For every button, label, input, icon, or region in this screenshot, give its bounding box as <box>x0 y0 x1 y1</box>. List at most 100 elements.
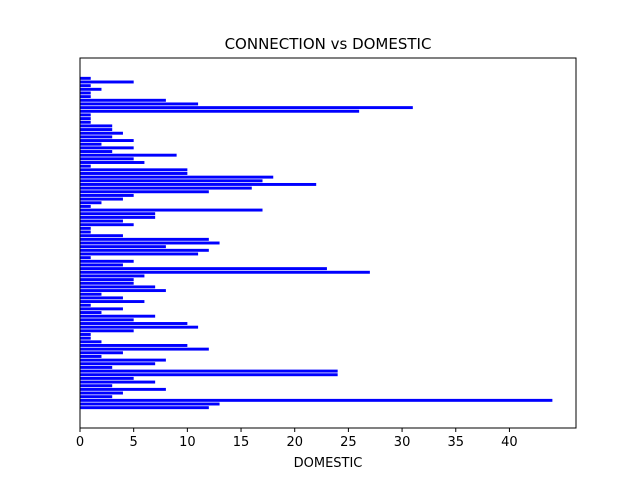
bar <box>80 161 145 164</box>
bar <box>80 135 113 139</box>
bar <box>80 325 199 329</box>
x-tick-label: 15 <box>233 435 250 450</box>
bar <box>80 358 166 362</box>
bar <box>80 106 413 110</box>
bar <box>80 329 134 333</box>
bar <box>80 296 123 300</box>
bar <box>80 98 166 102</box>
bar <box>80 252 199 256</box>
bar <box>80 186 252 190</box>
bar <box>80 311 102 314</box>
bar <box>80 95 91 99</box>
bar <box>80 406 209 410</box>
bar <box>80 197 123 201</box>
bar <box>80 281 134 285</box>
bar <box>80 237 209 241</box>
bar <box>80 212 156 216</box>
bar <box>80 365 113 369</box>
bar <box>80 263 123 267</box>
bar <box>80 182 317 186</box>
bar <box>80 179 263 183</box>
bar <box>80 128 113 132</box>
bar <box>80 391 123 395</box>
bar <box>80 395 113 399</box>
bar <box>80 336 91 340</box>
plot-frame <box>79 57 577 429</box>
bar <box>80 380 156 384</box>
bar <box>80 303 91 307</box>
bar <box>80 84 91 88</box>
chart-title: CONNECTION vs DOMESTIC <box>225 35 432 53</box>
bar <box>80 226 91 230</box>
bar <box>80 292 102 296</box>
bar <box>80 259 134 263</box>
x-tick-label: 25 <box>340 435 357 450</box>
bar <box>80 215 156 219</box>
bar <box>80 139 134 143</box>
bar <box>80 80 134 84</box>
bar <box>80 340 102 344</box>
bar <box>80 146 134 150</box>
bar <box>80 300 145 304</box>
x-tick-label: 20 <box>286 435 303 450</box>
bar <box>80 322 188 325</box>
bar <box>80 131 123 135</box>
bar <box>80 248 209 252</box>
bar <box>80 402 220 406</box>
bar <box>80 204 91 208</box>
bar <box>80 274 145 278</box>
bar <box>80 172 188 175</box>
bar <box>80 190 209 194</box>
bar <box>80 164 91 168</box>
bar <box>80 373 338 377</box>
x-tick-label: 5 <box>130 435 138 450</box>
x-tick-label: 40 <box>501 435 518 450</box>
bar <box>80 142 102 146</box>
bar <box>80 150 113 153</box>
bar <box>80 234 123 238</box>
x-tick-label: 30 <box>394 435 411 450</box>
bar <box>80 245 166 249</box>
bar <box>80 314 156 318</box>
bar <box>80 201 102 205</box>
bar <box>80 193 134 197</box>
bar <box>80 384 113 388</box>
bar <box>80 285 156 289</box>
bar <box>80 175 274 179</box>
bar <box>80 369 338 373</box>
bar <box>80 208 263 212</box>
bar <box>80 398 553 402</box>
x-tick-label: 35 <box>447 435 464 450</box>
bar <box>80 318 134 322</box>
bar <box>80 102 199 106</box>
bar <box>80 113 91 117</box>
bar <box>80 354 102 358</box>
bar <box>80 307 123 311</box>
bar <box>80 157 134 161</box>
bar <box>80 91 91 95</box>
bar <box>80 343 188 347</box>
bar <box>80 351 123 355</box>
bar <box>80 223 134 227</box>
x-tick-label: 0 <box>76 435 84 450</box>
bar <box>80 120 91 124</box>
bar <box>80 376 134 380</box>
bar <box>80 333 91 336</box>
bar <box>80 230 91 234</box>
bar <box>80 117 91 121</box>
x-axis-label: DOMESTIC <box>294 456 363 471</box>
bar <box>80 87 102 91</box>
bar <box>80 109 360 113</box>
bar <box>80 168 188 172</box>
bar <box>80 289 166 293</box>
bar <box>80 270 370 274</box>
x-tick-label: 10 <box>179 435 196 450</box>
bar <box>80 387 166 391</box>
bar <box>80 76 91 80</box>
bar <box>80 362 156 366</box>
bar <box>80 219 123 223</box>
bar <box>80 241 220 245</box>
bar <box>80 278 134 282</box>
bar <box>80 256 91 260</box>
